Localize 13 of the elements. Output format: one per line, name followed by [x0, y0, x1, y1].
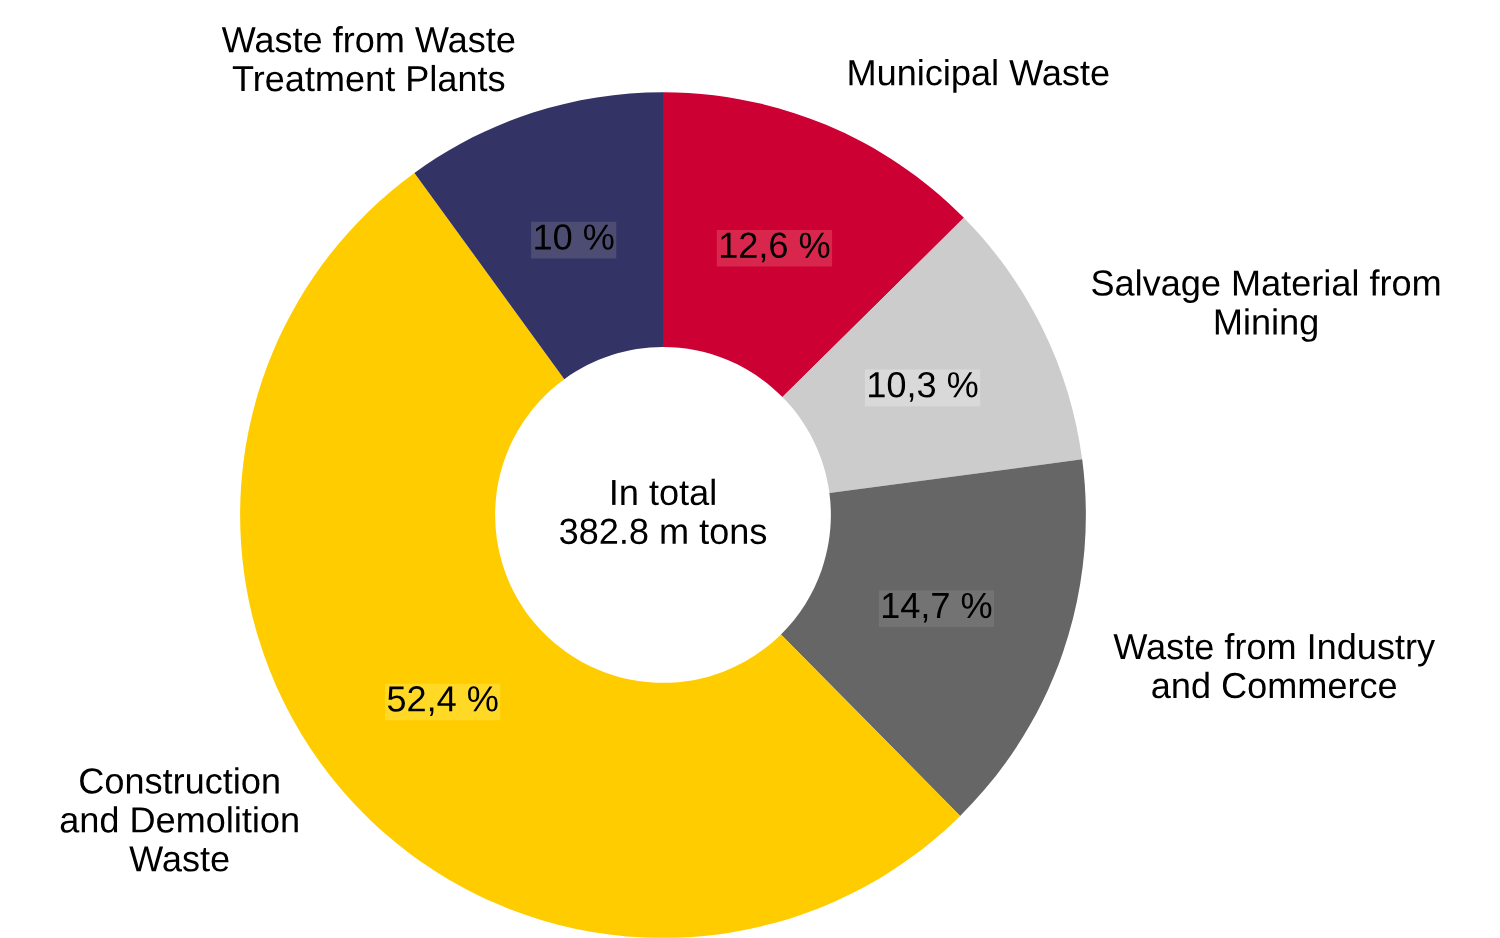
data-label: 14,7 % [882, 592, 992, 623]
donut-slice [414, 92, 663, 380]
slice-label: Salvage Material from Mining [1092, 269, 1440, 342]
slice-label: Waste from Waste Treatment Plants [221, 26, 515, 92]
slice-label: Waste from Industry and Commerce [1113, 632, 1435, 699]
donut-slice [780, 459, 1086, 816]
text: In total 382.8 m tons [560, 478, 767, 545]
data-label: 12,6 % [720, 232, 830, 263]
slice-label: Construction and Demolition Waste [60, 767, 298, 872]
data-label: 10,3 % [869, 371, 978, 402]
slice-label: Municipal Waste [849, 58, 1109, 93]
data-label: 52,4 % [387, 686, 498, 716]
data-label: 10 % [535, 224, 614, 250]
